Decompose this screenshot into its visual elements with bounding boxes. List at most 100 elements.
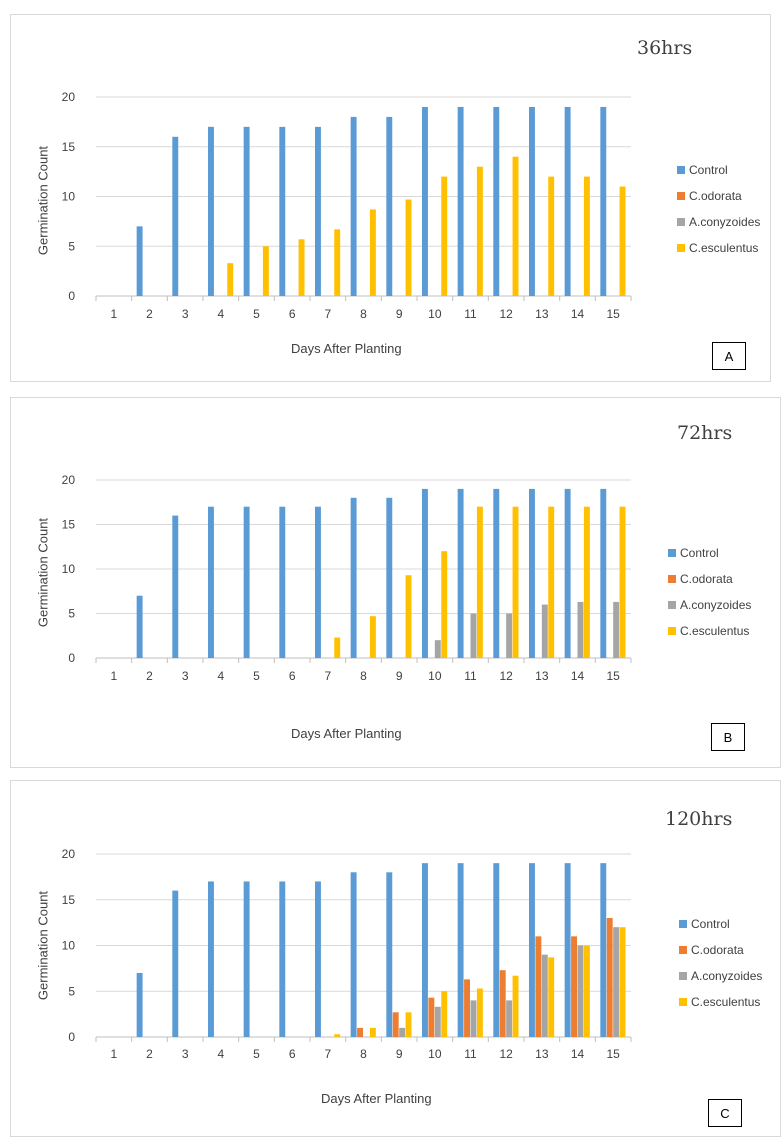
legend-label: Control [691,917,730,931]
x-tick-label: 10 [428,1047,442,1061]
bar-control [528,106,535,296]
legend-item: A.conyzoides [677,209,760,235]
x-tick-label: 10 [428,669,442,683]
bar-control [136,226,143,296]
bar-c-odorata [606,918,613,1037]
chart-panel-a: 36hrs 0 5 10 15 20 1 2 3 4 5 6 7 8 9 10 11 12 13 14 15 Germ… [10,14,771,382]
bar-c-esculentus [619,186,626,296]
bar-c-esculentus [334,637,341,658]
bar-control [421,106,428,296]
x-tick-label: 3 [182,307,189,321]
x-tick-label: 5 [253,1047,260,1061]
y-tick-label: 5 [68,607,75,621]
bar-control [243,881,250,1037]
bar-control [457,863,464,1037]
bar-control [493,106,500,296]
x-tick-label: 11 [464,1047,477,1061]
panel-label: C [708,1099,742,1127]
legend-swatch [679,998,687,1006]
bar-control [136,595,143,658]
x-tick-label: 7 [324,669,331,683]
bar-c-esculentus [548,506,555,658]
legend-item: Control [677,157,760,183]
legend-swatch [677,192,685,200]
bar-control [279,506,286,658]
panel-label: B [711,723,745,751]
x-tick-label: 8 [360,669,367,683]
bar-c-odorata [499,970,506,1037]
bar-control [564,488,571,658]
bar-c-esculentus [512,156,519,296]
x-tick-label: 9 [396,1047,403,1061]
bar-c-esculentus [548,957,555,1037]
legend: Control C.odorata A.conyzoides C.esculentus [677,157,760,261]
legend-label: A.conyzoides [689,215,761,229]
bar-control [314,881,321,1037]
x-tick-label: 4 [217,1047,224,1061]
legend-swatch [677,244,685,252]
bar-c-esculentus [619,506,626,658]
x-axis-label: Days After Planting [291,726,402,741]
bar-a-conyzoides [577,945,584,1037]
bar-c-esculentus [405,1012,412,1037]
x-tick-label: 15 [606,307,620,321]
bar-c-esculentus [405,575,412,658]
bar-a-conyzoides [613,601,620,658]
y-axis-label: Germination Count [35,890,51,1001]
y-axis-label: Germination Count [35,145,51,256]
bar-c-esculentus [583,945,590,1037]
x-tick-label: 7 [324,1047,331,1061]
legend-label: C.esculentus [691,995,761,1009]
x-tick-label: 1 [110,307,117,321]
x-tick-label: 14 [571,669,585,683]
bar-control [386,872,393,1037]
bar-a-conyzoides [613,927,620,1037]
bar-c-esculentus [334,229,341,296]
legend-item: C.odorata [668,566,751,592]
y-tick-label: 10 [62,939,76,953]
x-tick-label: 8 [360,307,367,321]
chart-title: 36hrs [637,37,693,59]
bar-c-odorata [357,1027,363,1037]
y-tick-label: 0 [68,651,75,665]
x-tick-label: 9 [396,669,403,683]
x-tick-label: 3 [182,1047,189,1061]
bar-control [600,488,607,658]
bar-c-esculentus [512,975,519,1037]
x-tick-label: 12 [499,1047,513,1061]
bar-c-esculentus [548,176,555,296]
bar-a-conyzoides [399,1027,406,1037]
x-tick-label: 2 [146,307,153,321]
bar-control [314,126,321,296]
bar-a-conyzoides [470,1000,477,1037]
bar-control [493,863,500,1037]
x-tick-label: 11 [464,307,477,321]
bar-c-esculentus [441,991,448,1037]
panel-label: A [712,342,746,370]
x-tick-label: 15 [606,1047,620,1061]
legend-item: C.odorata [677,183,760,209]
bar-control [600,106,607,296]
y-tick-label: 0 [68,289,75,303]
legend-label: Control [689,163,728,177]
bar-c-odorata [392,1012,399,1037]
legend-item: C.odorata [679,937,762,963]
x-tick-label: 14 [571,307,585,321]
legend-item: Control [679,911,762,937]
bar-c-esculentus [369,1027,376,1037]
bar-control [564,863,571,1037]
bar-c-esculentus [441,551,448,658]
bar-a-conyzoides [434,640,441,658]
legend-swatch [668,601,676,609]
legend: Control C.odorata A.conyzoides C.esculentus [679,911,762,1015]
bar-c-esculentus [262,246,269,296]
x-axis-label: Days After Planting [321,1091,432,1106]
x-tick-label: 4 [217,669,224,683]
bar-control [350,497,357,658]
bar-control [243,126,250,296]
y-axis-label: Germination Count [35,517,51,628]
legend-label: Control [680,546,719,560]
x-tick-label: 9 [396,307,403,321]
bar-control [350,872,357,1037]
